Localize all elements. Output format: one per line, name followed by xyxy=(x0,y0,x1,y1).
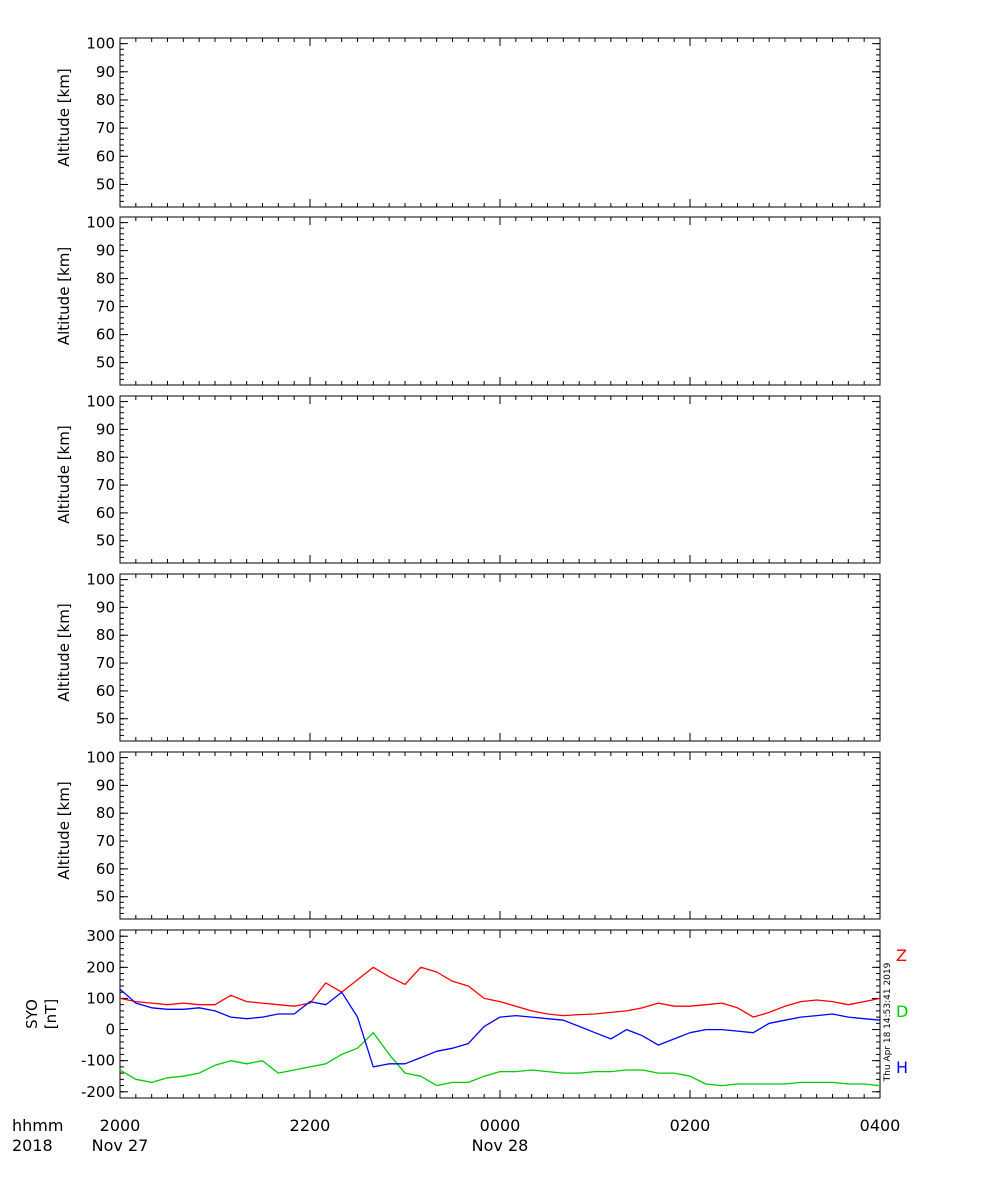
y-tick-label: 100 xyxy=(86,749,115,767)
y-tick-label: 70 xyxy=(96,119,115,137)
y-tick-label: 70 xyxy=(96,298,115,316)
x-date-label: Nov 28 xyxy=(472,1136,529,1155)
panel-frame xyxy=(119,216,881,386)
y-tick-label: 90 xyxy=(96,776,115,794)
y-tick-label: 100 xyxy=(86,393,115,411)
panel-frame xyxy=(119,751,881,920)
x-axis-row1-label: hhmm xyxy=(12,1116,63,1135)
y-axis-label: Altitude [km] xyxy=(55,603,73,701)
y-tick-label: 80 xyxy=(96,448,115,466)
y-axis-label: Altitude [km] xyxy=(55,425,73,523)
y-tick-label: -100 xyxy=(81,1052,115,1070)
legend-label-H: H xyxy=(896,1058,908,1077)
series-line-H xyxy=(119,988,881,1068)
y-tick-label: 70 xyxy=(96,654,115,672)
plot-timestamp: Thu Apr 18 14:53:41 2019 xyxy=(883,962,893,1082)
y-tick-label: 0 xyxy=(105,1021,115,1039)
y-tick-label: 60 xyxy=(96,147,115,165)
panel-5: 50 60 70 80 90 100 Altitude [km] xyxy=(55,749,881,920)
y-tick-label: 60 xyxy=(96,860,115,878)
y-tick-label: 60 xyxy=(96,504,115,522)
y-tick-label: 100 xyxy=(86,571,115,589)
y-tick-label: 50 xyxy=(96,175,115,193)
panel-4: 50 60 70 80 90 100 Altitude [km] xyxy=(55,571,881,742)
y-tick-label: 90 xyxy=(96,242,115,260)
x-date-label: Nov 27 xyxy=(92,1136,149,1155)
x-tick-label: 0400 xyxy=(860,1116,901,1135)
y-tick-label: 50 xyxy=(96,888,115,906)
y-tick-label: 90 xyxy=(96,420,115,438)
y-tick-label: 100 xyxy=(86,989,115,1007)
panel-3: 50 60 70 80 90 100 Altitude [km] xyxy=(55,393,881,564)
y-tick-label: 80 xyxy=(96,804,115,822)
y-tick-label: 50 xyxy=(96,354,115,372)
x-tick-label: 0000 xyxy=(480,1116,521,1135)
y-axis-label: Altitude [km] xyxy=(55,247,73,345)
panel-1: 50 60 70 80 90 100 Altitude [km] xyxy=(55,35,881,208)
legend-label-Z: Z xyxy=(896,946,907,965)
y-tick-label: 50 xyxy=(96,532,115,550)
y-tick-label: 300 xyxy=(86,927,115,945)
y-tick-label: 90 xyxy=(96,63,115,81)
panel-frame xyxy=(119,573,881,742)
y-tick-label: 80 xyxy=(96,91,115,109)
x-axis-row2-label: 2018 xyxy=(12,1136,53,1155)
x-tick-label: 2000 xyxy=(100,1116,141,1135)
y-axis-label: Altitude [km] xyxy=(55,68,73,166)
x-tick-label: 0200 xyxy=(670,1116,711,1135)
y-axis-label: SYO xyxy=(23,999,41,1029)
y-tick-label: 100 xyxy=(86,35,115,53)
x-tick-label: 2200 xyxy=(290,1116,331,1135)
y-axis-unit: [nT] xyxy=(42,999,60,1029)
y-tick-label: 200 xyxy=(86,958,115,976)
panel-2: 50 60 70 80 90 100 Altitude [km] xyxy=(55,214,881,386)
series-line-D xyxy=(119,1032,881,1087)
y-tick-label: 70 xyxy=(96,476,115,494)
y-tick-label: 80 xyxy=(96,626,115,644)
series-line-Z xyxy=(119,966,881,1018)
y-tick-label: 90 xyxy=(96,598,115,616)
y-tick-label: 80 xyxy=(96,270,115,288)
legend-label-D: D xyxy=(896,1002,908,1021)
panel-6: -200 -100 0 100 200 300 SYO [nT] Z D H xyxy=(23,927,908,1101)
y-tick-label: 60 xyxy=(96,326,115,344)
y-tick-label: 100 xyxy=(86,214,115,232)
y-axis-label: Altitude [km] xyxy=(55,781,73,879)
y-tick-label: 70 xyxy=(96,832,115,850)
y-tick-label: 60 xyxy=(96,682,115,700)
y-tick-label: 50 xyxy=(96,710,115,728)
y-tick-label: -200 xyxy=(81,1083,115,1101)
panel-frame xyxy=(119,395,881,564)
panel-frame xyxy=(119,37,881,208)
